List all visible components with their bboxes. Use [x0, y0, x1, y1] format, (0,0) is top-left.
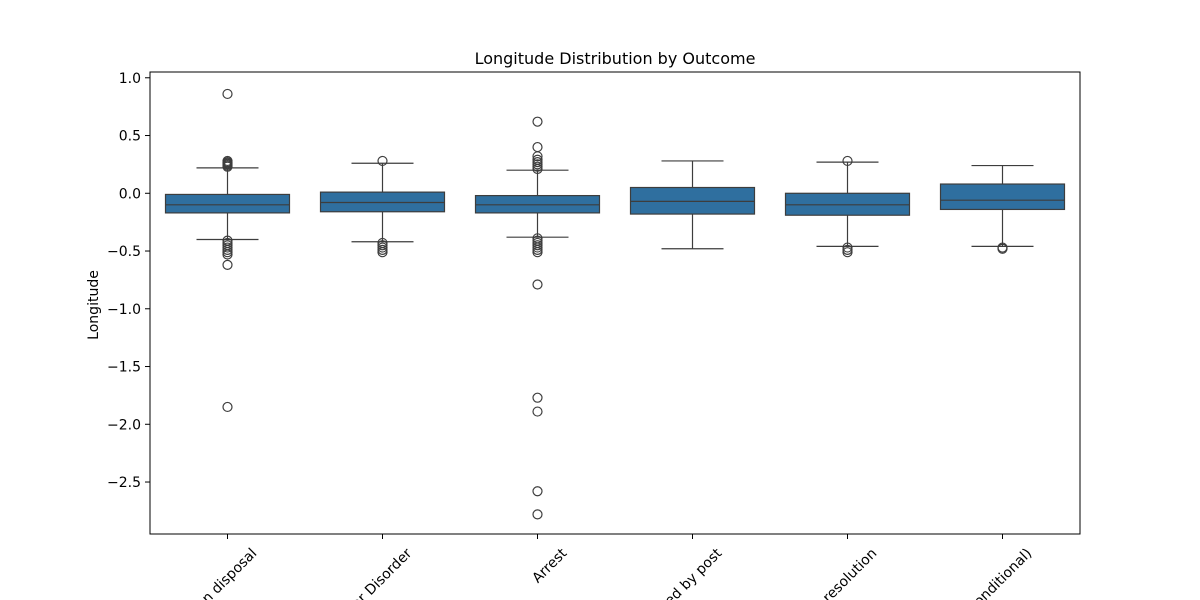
outlier-point	[997, 243, 1008, 254]
outlier-point	[377, 247, 388, 258]
outlier-point	[532, 116, 543, 127]
y-tick-label: −2.0	[107, 417, 141, 433]
y-axis-title: Longitude	[86, 270, 102, 340]
box-group	[319, 155, 446, 258]
box-group	[939, 164, 1066, 254]
x-tick-label: on disposal	[193, 546, 260, 600]
y-tick-label: −0.5	[107, 244, 141, 260]
outlier-point	[532, 279, 543, 290]
y-tick-label: 0.0	[119, 186, 141, 202]
outlier-point	[842, 155, 853, 167]
outlier-point	[532, 509, 543, 520]
outlier-point	[532, 151, 543, 162]
outlier-point	[222, 401, 233, 413]
outlier-point	[222, 88, 233, 100]
y-tick-label: −2.5	[107, 475, 141, 491]
iqr-box	[164, 193, 291, 214]
y-tick-label: −1.5	[107, 360, 141, 376]
outlier-point	[532, 392, 543, 403]
outlier-point	[222, 249, 233, 260]
iqr-box	[939, 183, 1066, 211]
x-tick-label: y resolution	[811, 546, 880, 600]
box-group	[474, 116, 601, 520]
chart-title: Longitude Distribution by Outcome	[475, 49, 756, 68]
outlier-point	[377, 155, 388, 167]
box-group	[164, 88, 291, 413]
outlier-point	[222, 161, 233, 172]
outlier-point	[532, 247, 543, 258]
outlier-point	[532, 486, 543, 497]
outlier-point	[532, 141, 543, 153]
box-group	[784, 155, 911, 258]
outlier-point	[842, 247, 853, 258]
outlier-point	[222, 259, 233, 270]
outlier-point	[532, 163, 543, 175]
plot-frame	[149, 71, 1081, 535]
x-tick-label: onditional)	[971, 546, 1035, 600]
outlier-point	[532, 406, 543, 417]
y-tick-label: 1.0	[119, 71, 141, 87]
box-group	[629, 160, 756, 250]
x-tick-label: Arrest	[529, 545, 570, 586]
y-tick-label: −1.0	[107, 302, 141, 318]
plot-area: 1.0 0.5 0.0 −0.5 −1.0 −1.5 −2.0 −2.5 on disposal…	[107, 71, 1066, 600]
x-tick-label: for Disorder	[345, 545, 415, 600]
y-tick-label: 0.5	[119, 129, 141, 145]
x-tick-label: ged by post	[656, 545, 726, 600]
